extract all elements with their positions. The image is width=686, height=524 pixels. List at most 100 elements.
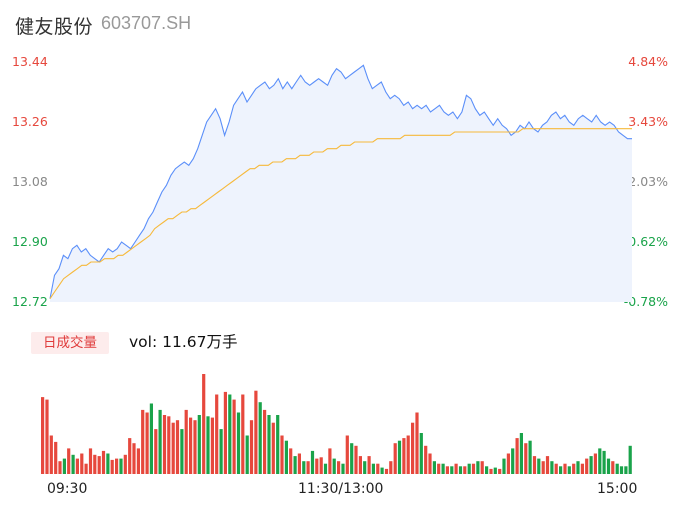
volume-bar [228, 394, 232, 474]
volume-bar [149, 403, 153, 474]
volume-bar [528, 440, 532, 474]
volume-bar [332, 458, 336, 474]
volume-bar [424, 445, 428, 474]
volume-bar [193, 420, 197, 474]
y-tick-price: 13.26 [12, 114, 48, 129]
volume-bar [197, 415, 201, 474]
price-area [50, 65, 632, 302]
volume-bar [75, 458, 79, 474]
volume-bar [263, 409, 267, 474]
volume-tab[interactable]: 日成交量 [31, 332, 109, 354]
volume-bar [580, 463, 584, 474]
volume-bar [219, 429, 223, 474]
x-tick-label-start: 09:30 [47, 481, 88, 497]
volume-bar [485, 466, 489, 474]
volume-bar [450, 466, 454, 474]
volume-bar [511, 448, 515, 474]
volume-bar [585, 458, 589, 474]
volume-bar [606, 458, 611, 474]
y-tick-price: 13.08 [12, 174, 48, 189]
volume-bar [175, 420, 180, 474]
volume-bar [62, 458, 66, 474]
price-line [49, 64, 632, 299]
volume-bar [563, 463, 567, 474]
volume-bar [445, 466, 449, 474]
volume-bar [545, 456, 550, 474]
volume-bar [258, 402, 262, 474]
volume-bar [384, 468, 389, 474]
volume-bar [550, 461, 554, 474]
volume-bar [350, 443, 354, 474]
volume-bar [471, 463, 476, 474]
volume-bar [293, 456, 297, 474]
volume-bar [567, 466, 571, 474]
volume-bar [141, 409, 145, 474]
volume-bar [598, 448, 602, 474]
volume-bar [180, 429, 184, 474]
volume-bar [267, 415, 271, 474]
volume-bar [101, 450, 106, 474]
volume-bar [624, 466, 628, 474]
y-tick-pct: 3.43% [628, 114, 668, 129]
volume-bar [215, 394, 219, 474]
volume-bar [467, 463, 471, 474]
volume-bar [328, 448, 332, 474]
volume-bar [354, 445, 358, 474]
volume-bar [184, 409, 188, 474]
volume-bar [363, 461, 367, 474]
volume-bar [411, 422, 415, 474]
y-tick-pct: -0.78% [624, 294, 668, 309]
volume-bar [576, 461, 580, 474]
volume-bar [284, 440, 288, 474]
volume-bar [236, 412, 241, 474]
volume-bar [128, 438, 132, 474]
volume-bar [145, 412, 149, 474]
volume-bar [58, 461, 62, 474]
volume-bar [437, 463, 441, 474]
volume-bar [419, 433, 423, 474]
volume-bar [249, 420, 254, 474]
volume-bar [67, 448, 71, 474]
volume-bar [628, 445, 632, 474]
volume-bar [458, 466, 463, 474]
volume-bar [493, 467, 497, 474]
volume-bar [498, 468, 502, 474]
volume-bar [337, 461, 341, 474]
volume-bar [167, 416, 171, 474]
volume-bar [593, 453, 597, 474]
volume-bar [341, 463, 345, 474]
volume-bar [223, 391, 227, 474]
y-tick-pct: 0.62% [628, 234, 668, 249]
volume-bar [559, 466, 563, 474]
volume-bar [454, 463, 458, 474]
volume-bar [49, 435, 53, 474]
volume-bar [276, 415, 280, 474]
volume-bar [602, 450, 606, 474]
volume-bar [306, 461, 310, 474]
volume-bar [241, 394, 245, 474]
volume-bar [45, 399, 49, 474]
volume-bar [254, 390, 258, 474]
volume-bar [345, 435, 349, 474]
volume-bar [489, 468, 493, 474]
volume-bar [110, 459, 114, 474]
x-tick-label-end: 15:00 [597, 481, 638, 497]
volume-bar [358, 456, 362, 474]
volume-bar [541, 461, 545, 474]
volume-bar [123, 454, 127, 474]
volume-bar [206, 416, 210, 474]
volume-bar [210, 417, 214, 474]
volume-bar [84, 463, 88, 474]
volume-bar [93, 454, 97, 474]
stock-name: 健友股份 [15, 16, 94, 38]
avg-price-line [49, 128, 632, 300]
volume-bar [389, 461, 393, 474]
volume-bar [136, 448, 140, 474]
volume-bar [154, 429, 158, 474]
volume-bar [572, 463, 576, 474]
volume-bar [132, 443, 136, 474]
volume-bar [297, 453, 301, 474]
volume-bar [432, 461, 436, 474]
volume-bar [162, 415, 167, 474]
x-tick-label-mid: 11:30/13:00 [298, 481, 384, 497]
